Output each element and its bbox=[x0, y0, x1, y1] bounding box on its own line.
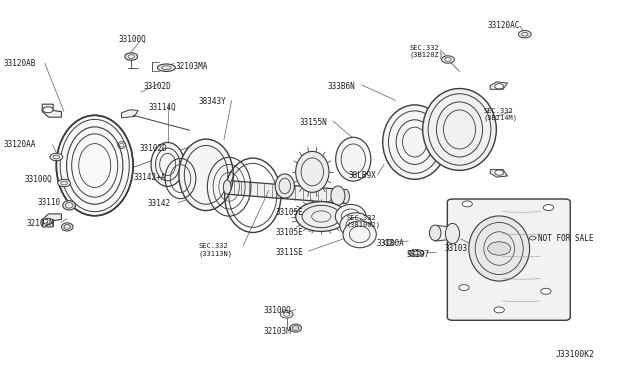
Text: 33105E: 33105E bbox=[275, 228, 303, 237]
Circle shape bbox=[495, 170, 504, 175]
Circle shape bbox=[488, 242, 511, 255]
Ellipse shape bbox=[445, 223, 460, 244]
Text: 33197: 33197 bbox=[406, 250, 429, 259]
Text: 33102D: 33102D bbox=[140, 144, 167, 153]
Ellipse shape bbox=[290, 324, 301, 332]
Ellipse shape bbox=[61, 223, 73, 231]
Ellipse shape bbox=[296, 202, 347, 231]
Text: J33100K2: J33100K2 bbox=[556, 350, 595, 359]
Ellipse shape bbox=[408, 250, 424, 256]
Ellipse shape bbox=[469, 216, 530, 281]
Text: 33114Q: 33114Q bbox=[148, 103, 176, 112]
FancyBboxPatch shape bbox=[447, 199, 570, 320]
Text: 33120AA: 33120AA bbox=[3, 140, 36, 149]
Circle shape bbox=[543, 205, 554, 211]
Text: 33180A: 33180A bbox=[376, 239, 404, 248]
Ellipse shape bbox=[63, 201, 76, 210]
Text: SEC.332
(381002): SEC.332 (381002) bbox=[347, 215, 381, 228]
Text: 33142: 33142 bbox=[147, 199, 170, 208]
Ellipse shape bbox=[340, 213, 372, 238]
Ellipse shape bbox=[331, 186, 345, 205]
Circle shape bbox=[541, 288, 551, 294]
Text: SEC.332
(3B214M): SEC.332 (3B214M) bbox=[483, 108, 517, 121]
Text: 33105E: 33105E bbox=[275, 208, 303, 217]
Text: SEC.332
(33113N): SEC.332 (33113N) bbox=[198, 243, 232, 257]
Text: 33120AB: 33120AB bbox=[3, 60, 36, 68]
Text: 33155N: 33155N bbox=[300, 118, 327, 126]
Text: 32103M: 32103M bbox=[264, 327, 291, 336]
Text: 33120AC: 33120AC bbox=[488, 21, 520, 30]
Text: 33102D: 33102D bbox=[144, 82, 172, 91]
Ellipse shape bbox=[296, 151, 329, 192]
Circle shape bbox=[43, 218, 53, 224]
Circle shape bbox=[459, 285, 469, 291]
Polygon shape bbox=[490, 82, 508, 89]
Text: 333B6N: 333B6N bbox=[328, 82, 355, 91]
Ellipse shape bbox=[179, 139, 234, 211]
Polygon shape bbox=[490, 170, 508, 177]
Circle shape bbox=[58, 179, 70, 187]
Ellipse shape bbox=[429, 225, 441, 241]
Ellipse shape bbox=[422, 89, 497, 170]
Polygon shape bbox=[42, 214, 61, 227]
Text: 33100Q: 33100Q bbox=[118, 35, 146, 44]
Ellipse shape bbox=[56, 115, 133, 216]
Text: SEC.332
(3B120Z): SEC.332 (3B120Z) bbox=[410, 45, 444, 58]
Ellipse shape bbox=[336, 137, 371, 181]
Text: 38LB9X: 38LB9X bbox=[349, 171, 376, 180]
Text: 33100Q: 33100Q bbox=[24, 175, 52, 184]
Polygon shape bbox=[122, 110, 138, 118]
Ellipse shape bbox=[383, 105, 447, 179]
Circle shape bbox=[494, 307, 504, 313]
Text: 33100Q: 33100Q bbox=[264, 306, 291, 315]
Circle shape bbox=[43, 107, 53, 113]
Text: 33110: 33110 bbox=[37, 198, 60, 207]
Circle shape bbox=[462, 201, 472, 207]
Circle shape bbox=[125, 53, 138, 60]
Polygon shape bbox=[42, 104, 61, 117]
Ellipse shape bbox=[275, 174, 294, 198]
Ellipse shape bbox=[223, 180, 231, 194]
Circle shape bbox=[280, 311, 293, 318]
Text: 33103: 33103 bbox=[445, 244, 468, 253]
Text: 33142+A: 33142+A bbox=[133, 173, 166, 182]
Ellipse shape bbox=[157, 64, 175, 71]
Ellipse shape bbox=[151, 142, 184, 186]
Text: 32103M: 32103M bbox=[27, 219, 54, 228]
Text: 38343Y: 38343Y bbox=[198, 97, 226, 106]
Text: 3311SE: 3311SE bbox=[275, 248, 303, 257]
Circle shape bbox=[529, 236, 536, 240]
Circle shape bbox=[384, 240, 394, 246]
Circle shape bbox=[50, 153, 63, 161]
Text: 32103MA: 32103MA bbox=[176, 62, 209, 71]
Circle shape bbox=[495, 84, 504, 89]
Ellipse shape bbox=[343, 221, 376, 248]
Circle shape bbox=[518, 31, 531, 38]
Text: NOT FOR SALE: NOT FOR SALE bbox=[538, 234, 593, 243]
Ellipse shape bbox=[335, 204, 366, 228]
Ellipse shape bbox=[342, 189, 349, 203]
Circle shape bbox=[442, 56, 454, 63]
